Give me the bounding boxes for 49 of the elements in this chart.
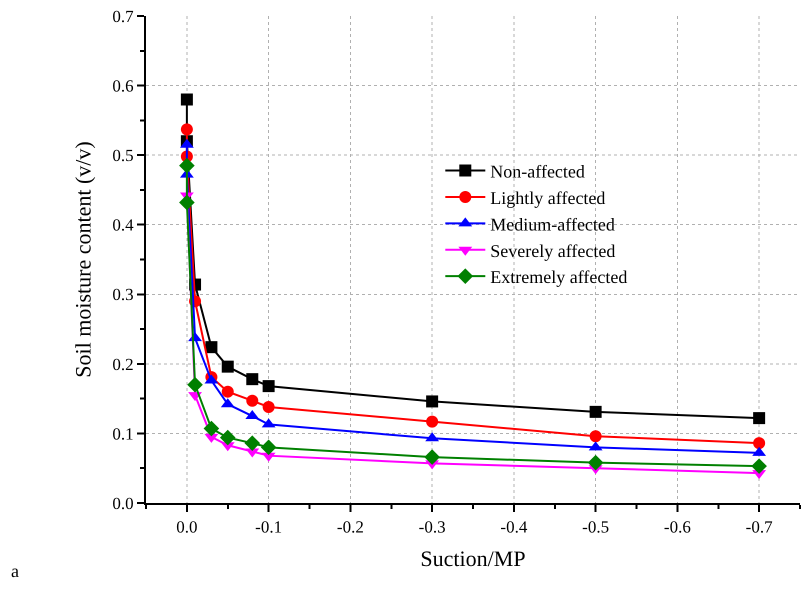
y-tick-label: 0.0 [112, 494, 134, 513]
point [222, 386, 234, 398]
x-tick-label: -0.7 [746, 517, 774, 536]
point [187, 376, 203, 393]
point [222, 360, 234, 373]
legend-label: Lightly affected [490, 188, 606, 208]
point [262, 380, 275, 392]
point [588, 454, 604, 470]
x-tick-label: 0.0 [176, 517, 198, 536]
legend-label: Medium-affected [490, 214, 615, 234]
point [426, 395, 438, 408]
y-tick-label: 0.1 [112, 424, 134, 444]
legend-label: Non-affected [490, 162, 585, 182]
point [220, 430, 236, 446]
y-tick-label: 0.4 [112, 216, 134, 235]
y-tick-label: 0.5 [112, 146, 134, 166]
point [590, 406, 602, 418]
legend-label: Severely affected [490, 240, 616, 261]
x-tick-label: -0.5 [582, 517, 610, 536]
y-tick-label: 0.3 [112, 285, 134, 304]
point [180, 123, 193, 136]
x-tick-label: -0.6 [664, 517, 691, 536]
x-tick-label: -0.1 [255, 517, 282, 536]
y-axis-title: Soil moisture content (v/v) [70, 141, 96, 378]
y-tick-label: 0.6 [112, 76, 134, 96]
point [426, 416, 438, 428]
point [260, 440, 276, 456]
legend-label: Extremely affected [490, 267, 628, 288]
point [246, 394, 258, 407]
text: a [11, 561, 19, 581]
point [753, 437, 766, 450]
point [179, 158, 195, 174]
x-tick-label: -0.3 [418, 517, 446, 536]
point [204, 420, 220, 436]
point [246, 373, 258, 386]
point [179, 194, 195, 210]
x-tick-label: -0.4 [500, 517, 528, 536]
point [244, 435, 260, 451]
point [751, 458, 767, 474]
point [424, 449, 440, 465]
y-tick-label: 0.7 [112, 6, 134, 26]
x-axis-title: Suction/MP [420, 546, 526, 571]
point [590, 430, 602, 442]
point [205, 341, 218, 354]
point [262, 400, 275, 413]
point [180, 93, 193, 106]
point [753, 412, 766, 424]
y-tick-label: 0.2 [112, 354, 134, 374]
x-tick-label: -0.2 [336, 517, 364, 536]
